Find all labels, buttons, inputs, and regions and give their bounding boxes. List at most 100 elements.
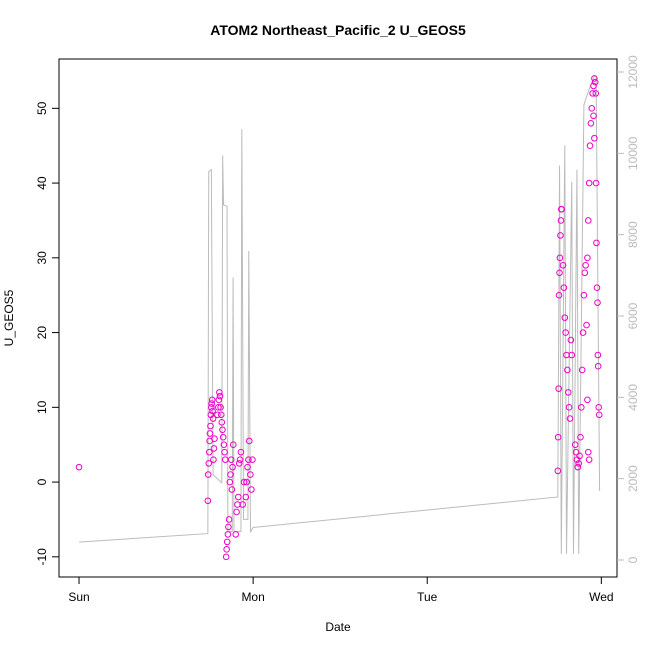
point — [224, 531, 232, 538]
point — [237, 448, 245, 456]
x-tick-label: Mon — [241, 590, 264, 604]
point — [595, 411, 603, 419]
point — [239, 501, 246, 508]
x-axis-label: Date — [325, 620, 351, 634]
x-tick-label: Sun — [68, 590, 89, 604]
y2-tick-label: 12000 — [626, 55, 640, 89]
point — [206, 430, 214, 437]
point — [582, 262, 589, 269]
point — [557, 217, 565, 224]
point — [235, 493, 242, 501]
point — [554, 467, 562, 475]
point — [581, 269, 589, 277]
point — [228, 486, 236, 493]
point — [591, 78, 599, 86]
point — [591, 75, 598, 82]
point — [578, 366, 586, 374]
point — [215, 404, 222, 411]
point — [243, 478, 250, 486]
point — [584, 448, 592, 456]
point — [225, 523, 232, 531]
point — [236, 456, 244, 463]
point — [594, 351, 602, 359]
point — [578, 404, 585, 411]
point — [220, 441, 228, 448]
point — [205, 448, 213, 456]
point — [590, 112, 597, 120]
y2-tick-label: 6000 — [626, 302, 640, 329]
point — [585, 456, 593, 463]
y2-tick-label: 2000 — [626, 465, 640, 492]
point — [211, 435, 218, 443]
point — [219, 433, 227, 441]
point — [240, 478, 248, 486]
point — [584, 217, 592, 224]
point — [565, 404, 573, 411]
point — [245, 456, 252, 463]
point — [561, 314, 569, 321]
point — [208, 404, 215, 411]
point — [214, 411, 221, 419]
point — [592, 90, 600, 97]
point — [576, 452, 583, 460]
point — [567, 336, 575, 344]
point — [216, 389, 223, 396]
point — [590, 82, 597, 90]
point — [235, 460, 243, 467]
point — [217, 411, 225, 419]
point — [205, 460, 213, 467]
point — [575, 460, 582, 467]
point — [593, 284, 601, 292]
point — [209, 415, 217, 422]
point — [577, 433, 584, 441]
point — [232, 531, 240, 538]
point — [555, 291, 563, 299]
y-axis-label: U_GEOS5 — [2, 289, 16, 346]
point — [242, 493, 250, 501]
point — [204, 471, 212, 478]
point — [233, 508, 240, 516]
point — [589, 90, 596, 97]
point — [223, 538, 231, 546]
point — [560, 284, 568, 292]
point — [564, 389, 572, 396]
y2-tick-label: 4000 — [626, 384, 640, 411]
y-tick-label: 40 — [35, 176, 49, 190]
point — [204, 497, 212, 505]
point — [210, 456, 217, 463]
point — [222, 553, 230, 561]
line — [78, 75, 601, 554]
point — [571, 441, 579, 448]
point — [219, 426, 226, 434]
y2-tick-label: 10000 — [626, 136, 640, 170]
point — [558, 205, 565, 213]
point — [208, 396, 216, 404]
point — [75, 463, 83, 471]
point — [249, 456, 256, 463]
point — [207, 422, 214, 430]
point — [580, 291, 588, 299]
point — [574, 463, 582, 471]
point — [247, 471, 254, 478]
point — [566, 415, 574, 422]
point — [595, 404, 603, 411]
y-tick-label: 50 — [35, 101, 49, 115]
point — [245, 437, 253, 445]
point — [244, 463, 251, 471]
point — [591, 134, 598, 142]
point — [227, 456, 235, 463]
x-tick-label: Tue — [417, 590, 438, 604]
point — [568, 351, 576, 359]
point — [557, 232, 564, 239]
point — [225, 516, 233, 523]
point — [209, 407, 216, 415]
x-tick-label: Wed — [589, 590, 613, 604]
point — [556, 254, 564, 262]
point — [587, 119, 595, 127]
y2-tick-label: 0 — [626, 556, 640, 563]
point — [572, 448, 580, 456]
point — [592, 179, 600, 187]
plot-box — [58, 58, 618, 578]
point — [218, 418, 226, 426]
